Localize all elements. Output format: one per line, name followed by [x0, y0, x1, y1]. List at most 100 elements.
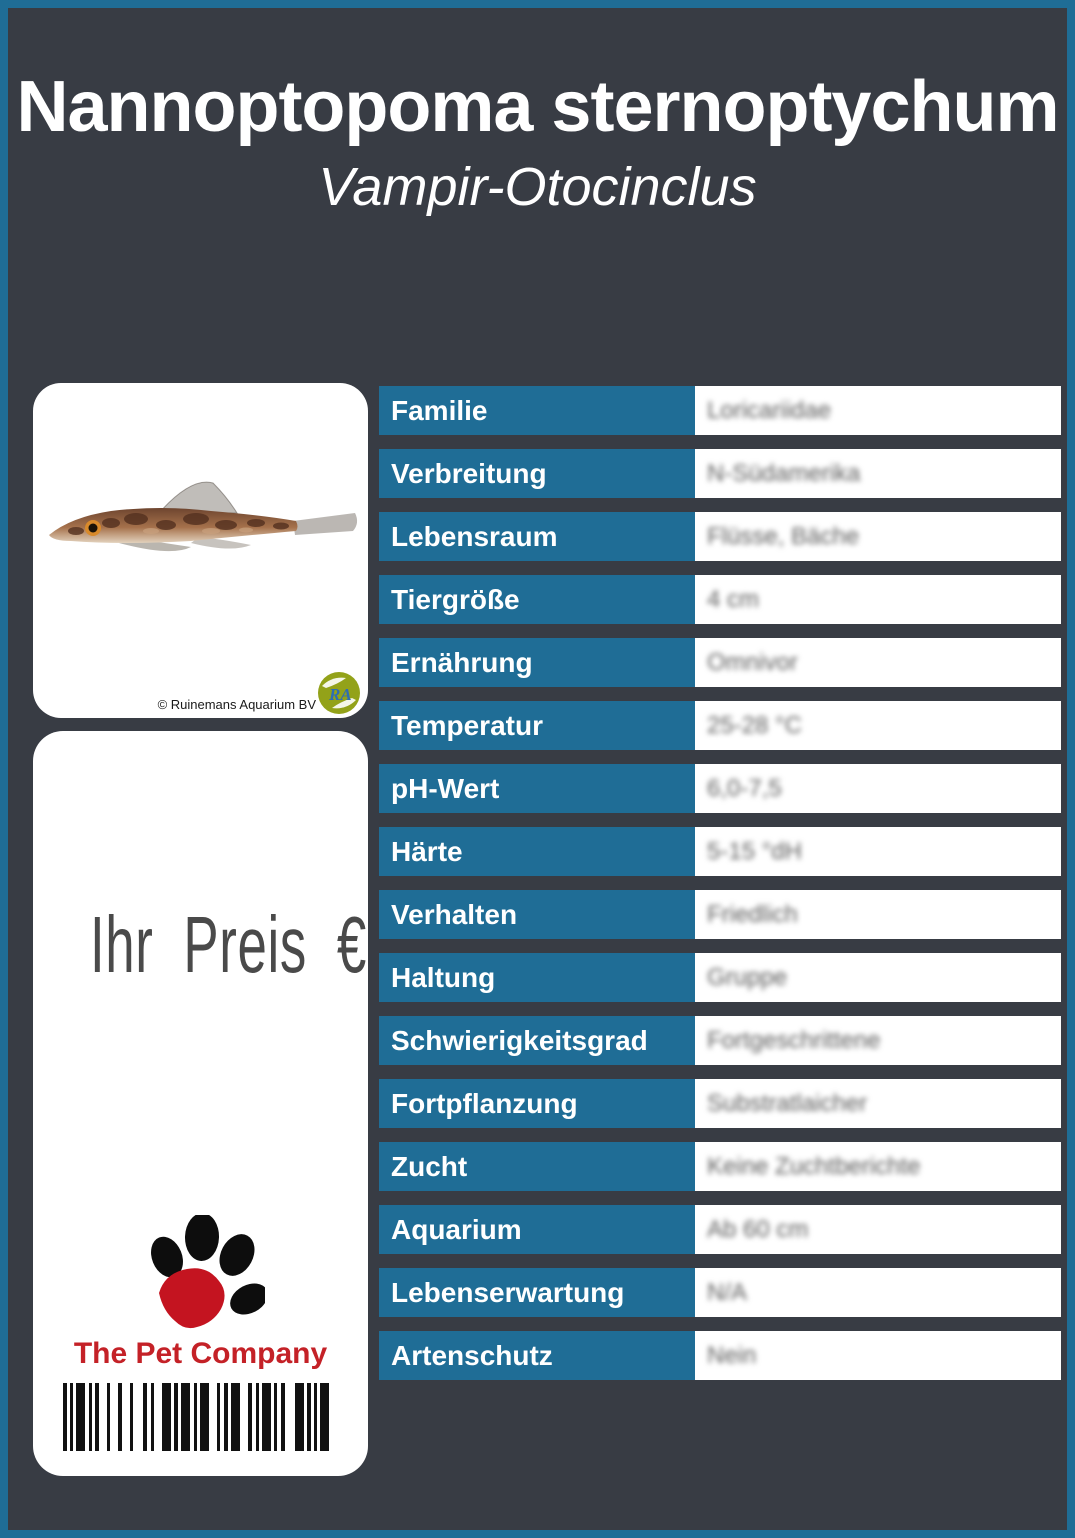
barcode-space — [122, 1383, 130, 1451]
spec-value-text: 5-15 °dH — [707, 838, 802, 865]
barcode-bar — [295, 1383, 304, 1451]
barcode-bar — [262, 1383, 271, 1451]
barcode-bar — [174, 1383, 178, 1451]
spec-label: Familie — [379, 386, 695, 435]
spec-value-text: Keine Zuchtberichte — [707, 1153, 921, 1180]
page-subtitle: Vampir-Otocinclus — [318, 156, 757, 217]
spec-value: Fortgeschrittene — [695, 1016, 1061, 1065]
spec-value: Omnivor — [695, 638, 1061, 687]
species-spec-table: Familie Loricariidae Verbreitung N-Südameri… — [379, 386, 1061, 1394]
barcode-bar — [217, 1383, 220, 1451]
spec-value: Nein — [695, 1331, 1061, 1380]
barcode-space — [154, 1383, 162, 1451]
barcode-bar — [224, 1383, 228, 1451]
header: Nannoptopoma sternoptychum Vampir-Otocin… — [8, 8, 1067, 218]
barcode-bar — [181, 1383, 190, 1451]
barcode-bar — [151, 1383, 154, 1451]
spec-row: Verhalten Friedlich — [379, 890, 1061, 939]
photo-copyright: © Ruinemans Aquarium BV — [157, 697, 316, 712]
spec-label: Temperatur — [379, 701, 695, 750]
spec-value-text: Ab 60 cm — [707, 1216, 809, 1243]
spec-value: Substratlaicher — [695, 1079, 1061, 1128]
barcode-space — [285, 1383, 295, 1451]
spec-value-text: Omnivor — [707, 649, 798, 676]
spec-row: Lebensraum Flüsse, Bäche — [379, 512, 1061, 561]
barcode-bar — [130, 1383, 133, 1451]
spec-label: Lebenserwartung — [379, 1268, 695, 1317]
brand-name: The Pet Company — [73, 1337, 328, 1370]
spec-label: Fortpflanzung — [379, 1079, 695, 1128]
spec-row: Artenschutz Nein — [379, 1331, 1061, 1380]
barcode-bar — [248, 1383, 252, 1451]
paw-print-icon — [145, 1213, 268, 1345]
spec-value: 6,0-7,5 — [695, 764, 1061, 813]
spec-value-text: 6,0-7,5 — [707, 775, 782, 802]
spec-label: Härte — [379, 827, 695, 876]
spec-row: Fortpflanzung Substratlaicher — [379, 1079, 1061, 1128]
spec-row: Lebenserwartung N/A — [379, 1268, 1061, 1317]
page-title: Nannoptopoma sternoptychum — [16, 67, 1059, 147]
spec-label: Aquarium — [379, 1205, 695, 1254]
spec-row: Verbreitung N-Südamerika — [379, 449, 1061, 498]
spec-label: Schwierigkeitsgrad — [379, 1016, 695, 1065]
spec-value: 25-28 °C — [695, 701, 1061, 750]
ruinemans-aquarium-logo-icon: RA — [316, 670, 362, 716]
barcode-bar — [63, 1383, 67, 1451]
spec-row: Aquarium Ab 60 cm — [379, 1205, 1061, 1254]
barcode-bar — [194, 1383, 197, 1451]
spec-value-text: Substratlaicher — [707, 1090, 868, 1117]
spec-label: Artenschutz — [379, 1331, 695, 1380]
spec-label: Lebensraum — [379, 512, 695, 561]
barcode-bar — [200, 1383, 209, 1451]
barcode-bar — [307, 1383, 311, 1451]
barcode-space — [209, 1383, 217, 1451]
barcode-space — [110, 1383, 118, 1451]
spec-value: Ab 60 cm — [695, 1205, 1061, 1254]
spec-value-text: Fortgeschrittene — [707, 1027, 881, 1054]
spec-label: Ernährung — [379, 638, 695, 687]
spec-row: Ernährung Omnivor — [379, 638, 1061, 687]
barcode-bar — [314, 1383, 317, 1451]
spec-value-text: Friedlich — [707, 901, 798, 928]
barcode-bar — [143, 1383, 147, 1451]
spec-row: Temperatur 25-28 °C — [379, 701, 1061, 750]
spec-value: 5-15 °dH — [695, 827, 1061, 876]
spec-label: Verbreitung — [379, 449, 695, 498]
spec-label: pH-Wert — [379, 764, 695, 813]
barcode-bar — [89, 1383, 92, 1451]
barcode-space — [99, 1383, 107, 1451]
spec-row: Haltung Gruppe — [379, 953, 1061, 1002]
spec-value: N/A — [695, 1268, 1061, 1317]
spec-value: 4 cm — [695, 575, 1061, 624]
spec-row: Familie Loricariidae — [379, 386, 1061, 435]
spec-value: Keine Zuchtberichte — [695, 1142, 1061, 1191]
barcode-bar — [70, 1383, 73, 1451]
price-card: Ihr Preis € The Pet Company — [33, 731, 368, 1476]
price-label: Ihr Preis € — [89, 900, 367, 989]
barcode-bar — [256, 1383, 259, 1451]
spec-label: Haltung — [379, 953, 695, 1002]
spec-label: Verhalten — [379, 890, 695, 939]
spec-value-text: Flüsse, Bäche — [707, 523, 860, 550]
spec-row: pH-Wert 6,0-7,5 — [379, 764, 1061, 813]
spec-row: Tiergröße 4 cm — [379, 575, 1061, 624]
spec-label: Zucht — [379, 1142, 695, 1191]
barcode-bar — [281, 1383, 285, 1451]
barcode-bar — [231, 1383, 240, 1451]
spec-value-text: Gruppe — [707, 964, 788, 991]
barcode-bar — [95, 1383, 99, 1451]
spec-value: Flüsse, Bäche — [695, 512, 1061, 561]
barcode-space — [240, 1383, 248, 1451]
spec-value: Loricariidae — [695, 386, 1061, 435]
barcode-bar — [107, 1383, 110, 1451]
spec-value-text: 4 cm — [707, 586, 760, 613]
barcode-space — [133, 1383, 143, 1451]
barcode-bar — [274, 1383, 277, 1451]
spec-value-text: 25-28 °C — [707, 712, 802, 739]
barcode-bar — [162, 1383, 171, 1451]
barcode-bar — [76, 1383, 85, 1451]
spec-value-text: N-Südamerika — [707, 460, 861, 487]
barcode — [63, 1383, 343, 1451]
spec-row: Zucht Keine Zuchtberichte — [379, 1142, 1061, 1191]
